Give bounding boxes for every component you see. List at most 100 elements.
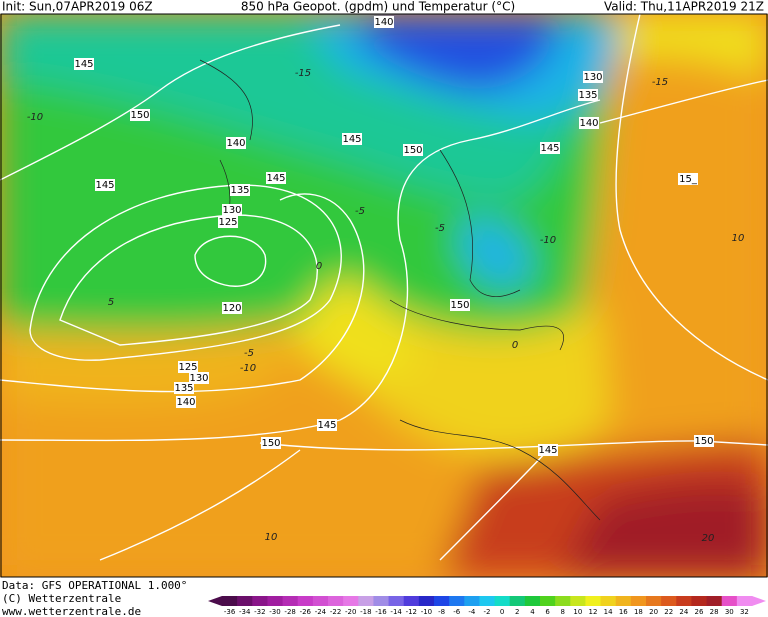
temperature-label: 0	[316, 261, 322, 272]
temperature-label: -5	[355, 206, 365, 217]
geopotential-label: 145	[342, 134, 361, 145]
colorbar-swatch	[403, 596, 420, 606]
label-bg	[538, 444, 558, 456]
geopotential-label: 140	[579, 118, 598, 129]
colorbar-label: -2	[484, 608, 491, 616]
colorbar-label: 6	[545, 608, 550, 616]
colorbar-label: 16	[619, 608, 628, 616]
colorbar-swatch	[706, 596, 723, 606]
colorbar-swatch	[524, 596, 541, 606]
label-bg	[694, 435, 714, 447]
colorbar-swatch	[282, 596, 299, 606]
colorbar-label: 10	[573, 608, 582, 616]
label-bg	[342, 133, 362, 145]
geopotential-label: 120	[222, 303, 241, 314]
geopotential-label: 135	[578, 90, 597, 101]
label-bg	[178, 361, 198, 373]
label-bg	[266, 172, 286, 184]
temperature-label: -10	[240, 363, 256, 374]
colorbar-label: 12	[589, 608, 598, 616]
colorbar-label: -34	[239, 608, 251, 616]
colorbar-swatch	[449, 596, 465, 606]
temperature-label: 10	[265, 532, 278, 543]
colorbar-swatch	[736, 596, 753, 606]
colorbar-swatch	[615, 596, 632, 606]
geopotential-label: 150	[261, 438, 280, 449]
colorbar-swatch	[343, 596, 359, 606]
geopotential-label: 145	[540, 143, 559, 154]
colorbar-label: -14	[390, 608, 402, 616]
colorbar-swatch	[646, 596, 662, 606]
colorbar-label: -16	[375, 608, 387, 616]
geopotential-label: 145	[538, 445, 557, 456]
geopotential-label: 135	[174, 383, 193, 394]
label-bg	[222, 204, 242, 216]
label-bg	[261, 437, 281, 449]
geopotential-label: 145	[266, 173, 285, 184]
label-bg	[317, 419, 337, 431]
colorbar-swatch	[721, 596, 738, 606]
label-bg	[583, 71, 603, 83]
colorbar-label: 30	[725, 608, 734, 616]
geopotential-label: 125	[218, 217, 237, 228]
label-bg	[189, 372, 209, 384]
geopotential-label: 150	[450, 300, 469, 311]
coastlines	[199, 59, 601, 521]
colorbar-label: -24	[315, 608, 327, 616]
colorbar-swatch	[267, 596, 284, 606]
map-field	[0, 14, 768, 577]
temperature-label: -5	[244, 348, 254, 359]
map-border	[0, 13, 768, 578]
colorbar-swatch	[585, 596, 602, 606]
geopotential-label: 150	[694, 436, 713, 447]
colorbar-swatch	[237, 596, 253, 606]
colorbar-label: -28	[284, 608, 295, 616]
geopotential-label: 15_	[679, 174, 698, 185]
colorbar-swatch	[555, 596, 571, 606]
colorbar-label: -26	[300, 608, 312, 616]
colorbar-label: 18	[634, 608, 643, 616]
colorbar-swatch	[418, 596, 435, 606]
colorbar-end	[208, 596, 222, 606]
colorbar-label: 24	[679, 608, 688, 616]
label-bg	[678, 173, 698, 185]
colorbar-label: -8	[438, 608, 445, 616]
colorbar-swatch	[661, 596, 677, 606]
colorbar-swatch	[570, 596, 586, 606]
map-title: 850 hPa Geopot. (gpdm) und Temperatur (°…	[241, 0, 515, 14]
temperature-label: -10	[540, 235, 556, 246]
colorbar-swatch	[630, 596, 647, 606]
label-bg	[230, 184, 250, 196]
colorbar-swatch	[312, 596, 329, 606]
temperature-label: -10	[27, 112, 43, 123]
colorbar-label: -12	[406, 608, 417, 616]
colorbar-swatch	[297, 596, 314, 606]
temperature-label: 0	[512, 340, 518, 351]
url: www.wetterzentrale.de	[2, 605, 141, 617]
copyright: (C) Wetterzentrale	[2, 592, 121, 605]
colorbar-swatch	[388, 596, 405, 606]
temperature-label: -15	[295, 68, 311, 79]
geopotential-label: 130	[583, 72, 602, 83]
colorbar-label: 14	[604, 608, 613, 616]
colorbar-swatch	[222, 596, 238, 606]
colorbar-label: 32	[740, 608, 749, 616]
label-bg	[226, 137, 246, 149]
colorbar-swatch	[252, 596, 268, 606]
colorbar-label: -32	[254, 608, 265, 616]
colorbar-label: -4	[468, 608, 476, 616]
geopotential-label: 140	[226, 138, 245, 149]
colorbar-swatch	[464, 596, 480, 606]
colorbar-label: 0	[500, 608, 504, 616]
label-bg	[374, 16, 394, 28]
colorbar-swatch	[434, 596, 450, 606]
valid-time: Valid: Thu,11APR2019 21Z	[604, 0, 764, 14]
geopotential-label: 140	[176, 397, 195, 408]
colorbar-label: -10	[421, 608, 432, 616]
label-bg	[222, 302, 242, 314]
colorbar-end	[752, 596, 766, 606]
temperature-label: -5	[435, 223, 445, 234]
colorbar-swatch	[358, 596, 374, 606]
init-time: Init: Sun,07APR2019 06Z	[2, 0, 153, 14]
